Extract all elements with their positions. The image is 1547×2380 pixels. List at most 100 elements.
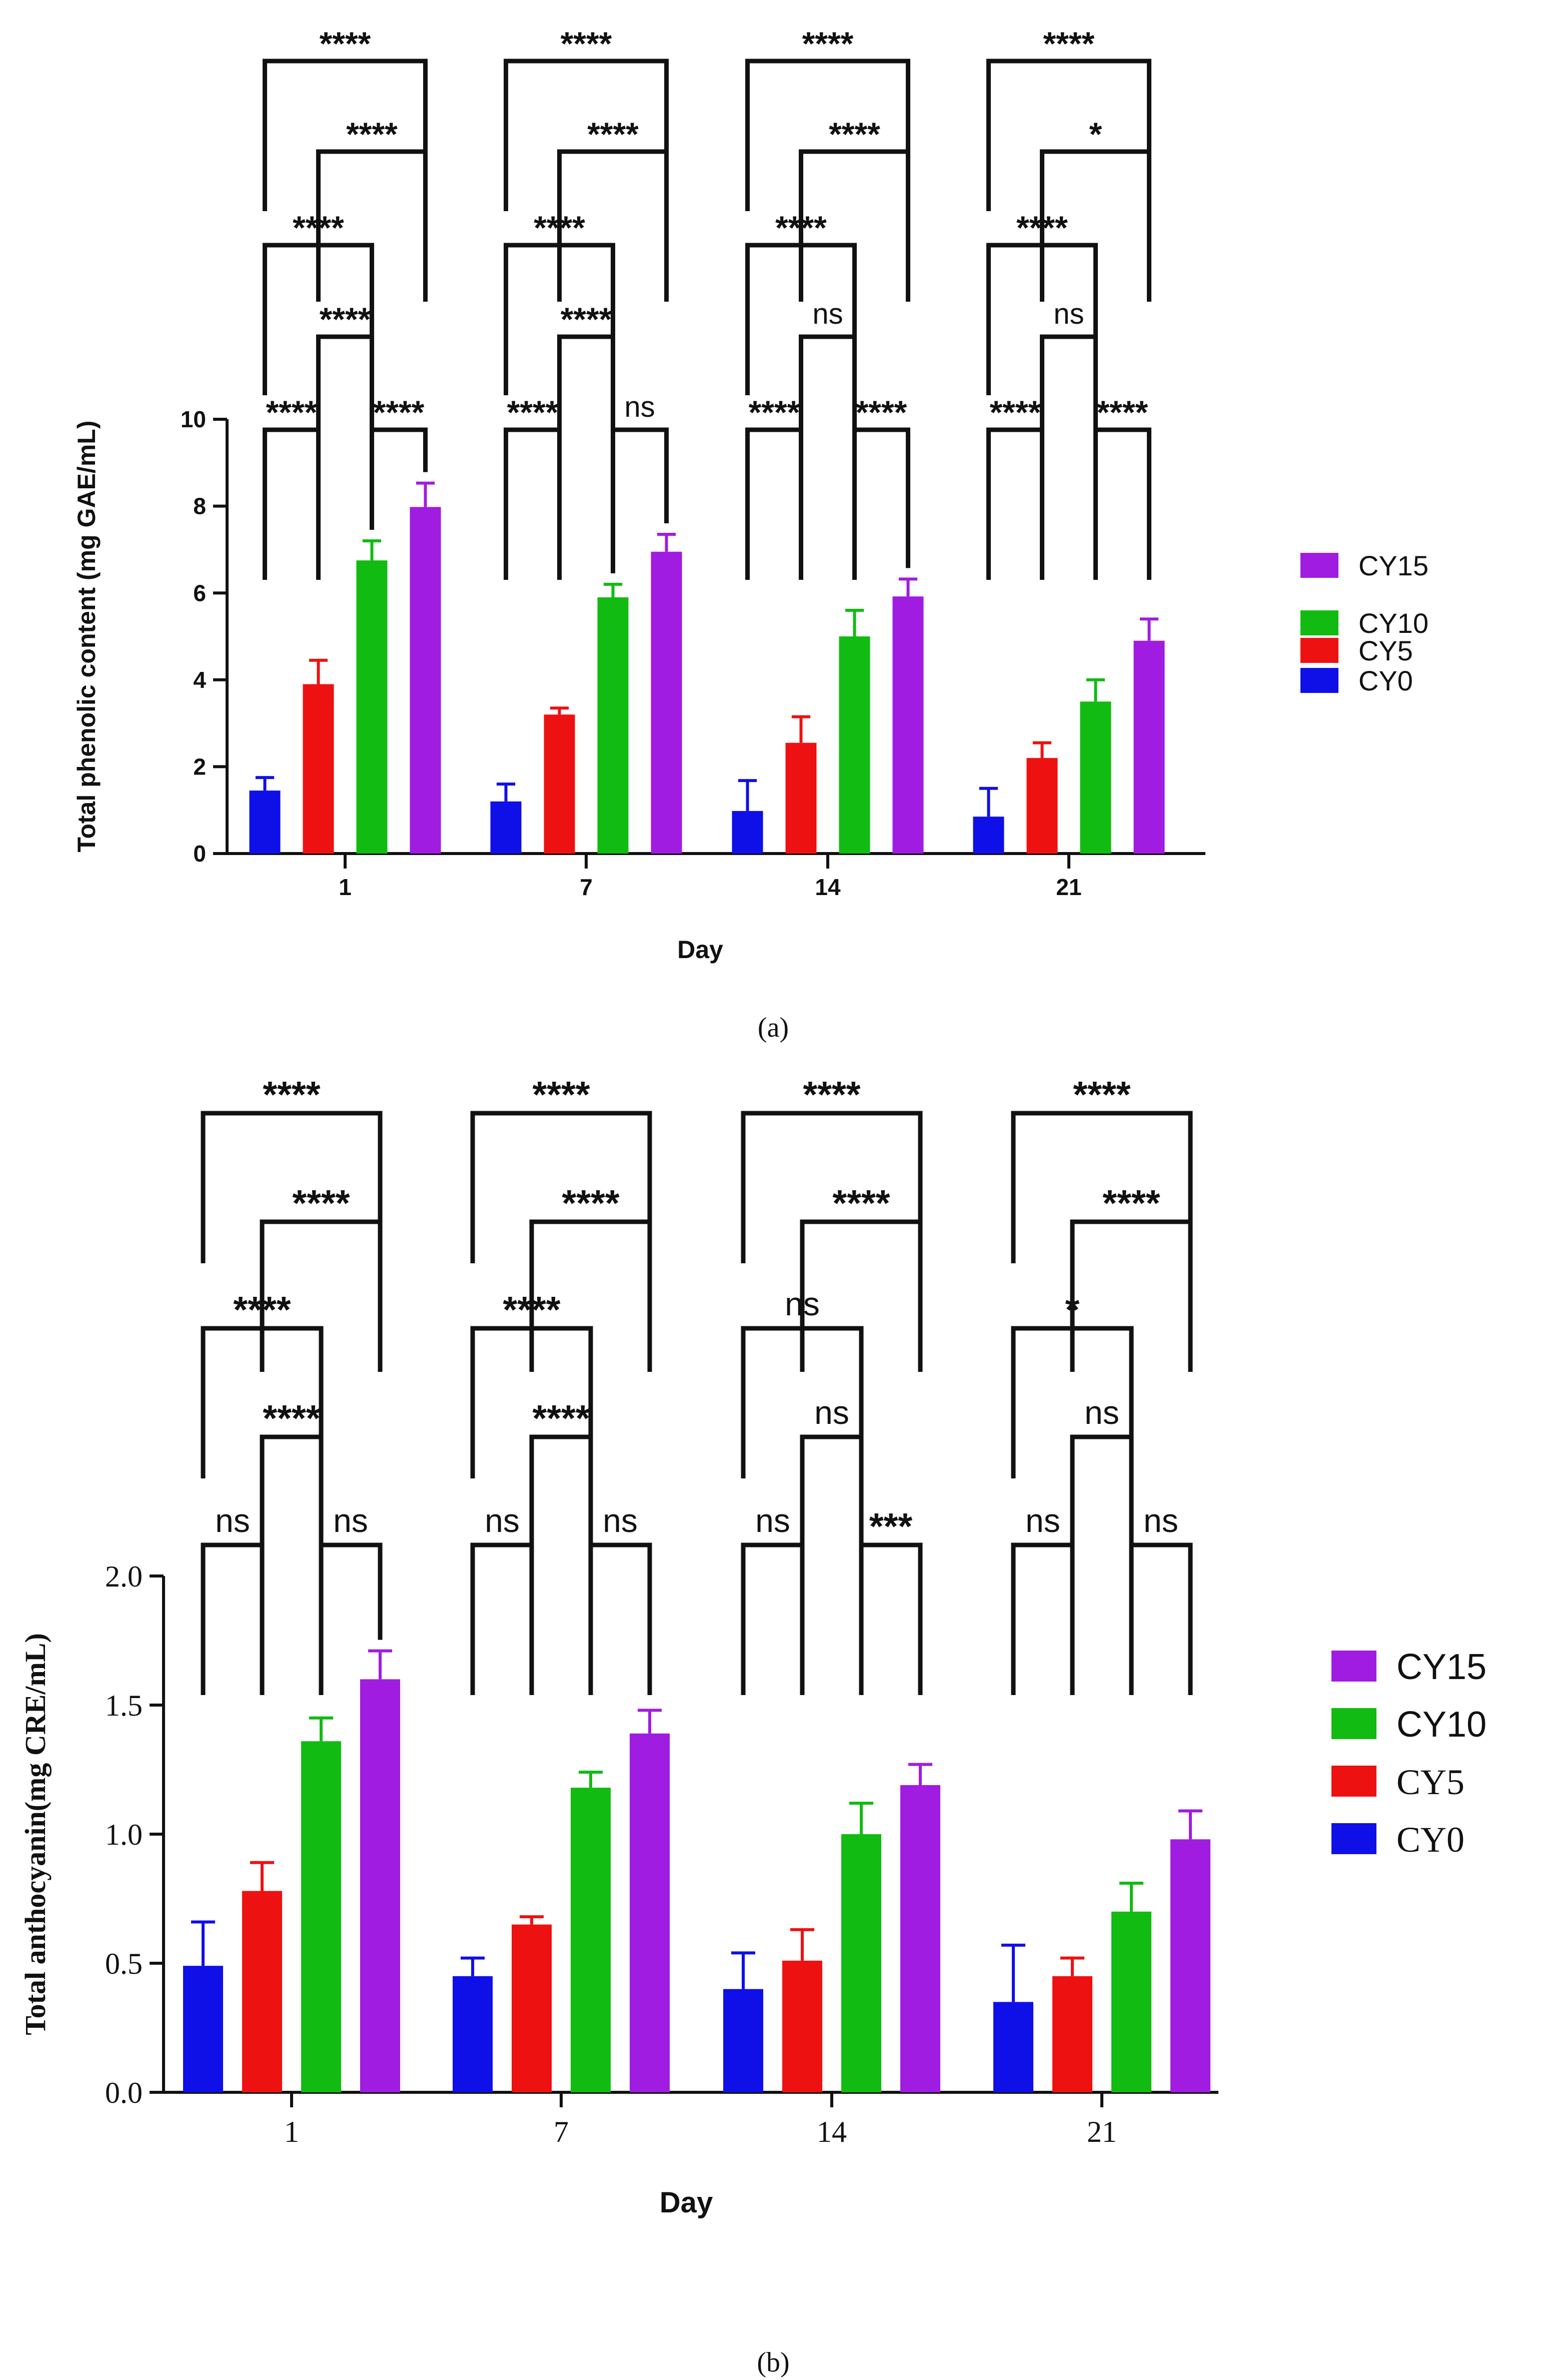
- legend-swatch-cy10: [1300, 610, 1338, 635]
- x-tick-label: 14: [817, 2115, 847, 2148]
- significance-label-ns: ns: [603, 1502, 638, 1539]
- y-tick-label: 0.5: [105, 1947, 143, 1980]
- bar-cy5-day-14: [785, 742, 817, 854]
- significance-label-ns: ns: [1084, 1394, 1119, 1431]
- significance-bracket: [799, 334, 857, 487]
- legend-label-cy10: CY10: [1396, 1705, 1486, 1745]
- legend-label-cy15: CY15: [1396, 1647, 1486, 1687]
- significance-bracket: [859, 1542, 923, 1695]
- x-tick-label: 1: [339, 874, 352, 900]
- significance-bracket: [504, 59, 669, 211]
- significance-label-stars: ****: [263, 1397, 320, 1439]
- significance-bracket: [260, 1219, 383, 1372]
- significance-label-stars: ***: [869, 1505, 913, 1547]
- bar-cy15-day-1: [410, 507, 441, 854]
- significance-bracket: [557, 149, 669, 302]
- y-tick-label: 2: [193, 754, 206, 780]
- significance-label-stars: ****: [266, 394, 318, 431]
- significance-bracket: [1011, 1542, 1075, 1695]
- bar-cy0-day-1: [249, 790, 281, 854]
- legend-label-cy15: CY15: [1358, 550, 1428, 581]
- bar-cy10-day-21: [1111, 1911, 1151, 2092]
- significance-bracket: [1093, 427, 1151, 580]
- bar-cy15-day-21: [1133, 640, 1165, 854]
- y-tick-label: 6: [193, 580, 206, 606]
- significance-label-ns: ns: [1143, 1502, 1178, 1539]
- x-tick-label: 7: [554, 2115, 569, 2148]
- bar-cy10-day-1: [356, 560, 388, 854]
- x-axis-label: Day: [677, 936, 723, 964]
- legend-label-cy0: CY0: [1396, 1820, 1464, 1860]
- significance-bracket: [1070, 1434, 1134, 1587]
- significance-label-stars: ****: [532, 1397, 590, 1439]
- significance-bracket: [529, 1434, 593, 1587]
- bar-cy5-day-1: [303, 684, 334, 854]
- significance-bracket: [800, 1434, 864, 1587]
- significance-label-stars: ****: [803, 1074, 860, 1115]
- y-tick-label: 1.5: [105, 1689, 143, 1722]
- significance-label-stars: ****: [532, 1074, 590, 1115]
- y-tick-label: 10: [181, 406, 206, 432]
- bar-cy15-day-7: [630, 1733, 670, 2092]
- significance-bracket: [557, 334, 615, 487]
- bar-cy15-day-14: [900, 1785, 940, 2092]
- significance-label-stars: ****: [802, 25, 854, 62]
- bar-cy5-day-7: [544, 714, 575, 854]
- significance-label-stars: ****: [832, 1182, 890, 1224]
- y-tick-label: 8: [193, 493, 206, 519]
- significance-bracket: [263, 427, 321, 580]
- bar-cy10-day-7: [597, 597, 629, 854]
- significance-label-stars: ****: [320, 25, 371, 62]
- legend-swatch-cy0: [1300, 668, 1338, 693]
- significance-bracket: [741, 1111, 923, 1263]
- panel-b-anthocyanin-chart: 0.0 0.5 1.0 1.5 2.0 1 7 14 21 Day Total anthocyani…: [19, 1074, 1486, 2378]
- significance-label-stars: ****: [1043, 25, 1095, 62]
- y-axis-label: Total anthocyanin(mg CRE/mL): [19, 1633, 52, 2035]
- bar-cy0-day-7: [490, 801, 522, 854]
- significance-label-stars: ****: [1102, 1182, 1160, 1224]
- significance-label-stars: ****: [292, 1182, 350, 1224]
- x-axis-label: Day: [660, 2186, 713, 2219]
- y-tick-label: 0.0: [105, 2076, 143, 2109]
- bar-cy10-day-14: [841, 1834, 881, 2092]
- significance-label-stars: ****: [749, 394, 800, 431]
- significance-label-stars: ****: [507, 394, 559, 431]
- y-axis-label: Total phenolic content (mg GAE/mL): [73, 421, 101, 853]
- panel-caption: (b): [757, 2347, 789, 2378]
- significance-label-stars: *: [1089, 116, 1102, 153]
- x-tick-label: 21: [1056, 874, 1081, 900]
- significance-bracket: [741, 1542, 805, 1695]
- significance-bracket: [316, 334, 374, 487]
- significance-label-ns: ns: [1025, 1502, 1060, 1539]
- x-tick-label: 7: [580, 874, 593, 900]
- legend-swatch-cy15: [1300, 553, 1338, 578]
- significance-bracket: [201, 1542, 265, 1695]
- bar-cy5-day-21: [1026, 758, 1058, 854]
- significance-bracket: [470, 1542, 534, 1695]
- bar-cy10-day-21: [1080, 701, 1111, 854]
- bar-cy0-day-7: [453, 1976, 493, 2092]
- significance-label-ns: ns: [215, 1502, 250, 1539]
- significance-label-stars: ****: [346, 116, 398, 153]
- legend-label-cy5: CY5: [1358, 635, 1413, 666]
- bar-cy15-day-1: [360, 1679, 400, 2092]
- significance-label-ns: ns: [333, 1502, 368, 1539]
- significance-bracket: [800, 1219, 923, 1372]
- x-tick-label: 14: [815, 874, 841, 900]
- significance-label-stars: ****: [990, 394, 1041, 431]
- bar-cy5-day-7: [512, 1924, 552, 2092]
- significance-bracket: [1040, 149, 1151, 302]
- legend-label-cy10: CY10: [1358, 607, 1428, 639]
- significance-label-stars: ****: [856, 394, 907, 431]
- significance-label-ns: ns: [624, 391, 655, 423]
- significance-bracket: [319, 1542, 383, 1695]
- significance-bracket: [260, 1434, 324, 1587]
- significance-label-stars: ****: [263, 1074, 320, 1115]
- bar-cy15-day-14: [892, 596, 924, 854]
- bar-cy0-day-14: [732, 811, 763, 854]
- significance-bracket: [470, 1111, 652, 1263]
- bar-cy10-day-7: [571, 1788, 611, 2092]
- significance-bracket: [852, 427, 910, 580]
- y-tick-label: 4: [193, 667, 206, 693]
